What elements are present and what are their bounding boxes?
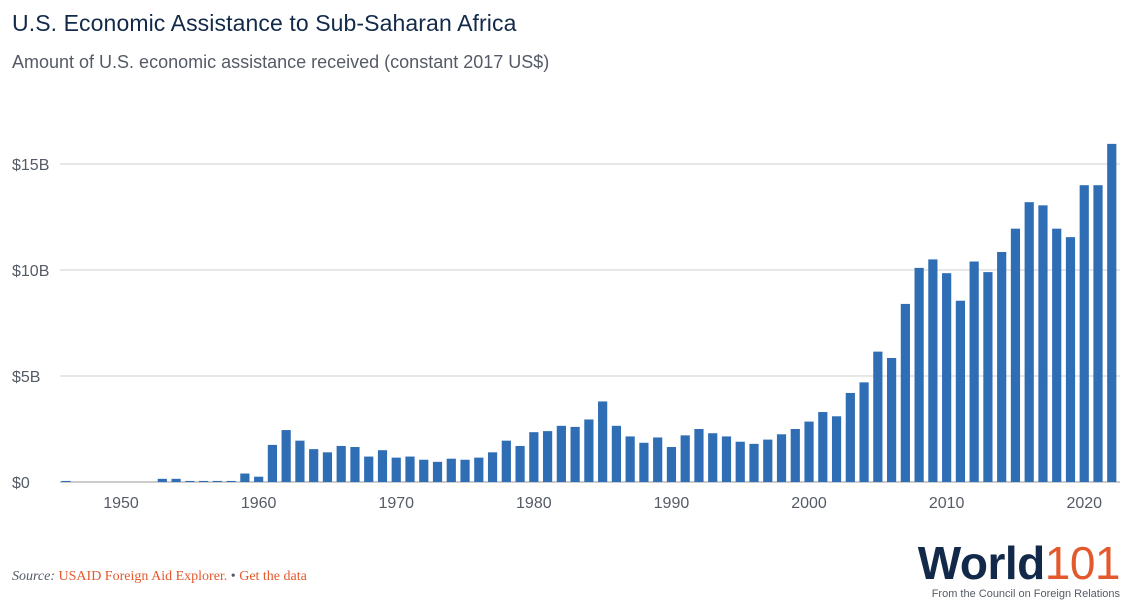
x-tick-label: 2020 [1066, 495, 1102, 512]
world101-logo: World101 From the Council on Foreign Rel… [917, 537, 1121, 600]
logo-number: 101 [1044, 537, 1121, 589]
y-tick-label: $10B [12, 263, 49, 280]
bar-series [61, 143, 1117, 483]
x-tick-label: 1960 [241, 495, 277, 512]
bar-2011 [955, 300, 965, 482]
bar-1961 [267, 444, 277, 482]
bar-1981 [543, 431, 553, 482]
bar-1964 [309, 449, 319, 482]
source-footer: Source: USAID Foreign Aid Explorer. • Ge… [12, 569, 307, 585]
bar-1963 [295, 440, 305, 482]
bar-1983 [570, 426, 580, 482]
bar-2001 [818, 412, 828, 482]
bar-1970 [391, 457, 401, 482]
x-tick-label: 1990 [654, 495, 690, 512]
bar-2020 [1079, 185, 1089, 482]
bar-2009 [928, 259, 938, 482]
bar-1999 [790, 429, 800, 482]
bar-1982 [556, 425, 566, 482]
bar-2019 [1065, 237, 1076, 482]
bar-1967 [350, 447, 360, 482]
bar-2005 [873, 351, 883, 482]
bar-2022 [1107, 143, 1117, 483]
bar-1960 [254, 476, 264, 482]
bar-1976 [474, 457, 484, 482]
bar-1992 [694, 429, 704, 482]
bar-1990 [666, 447, 677, 482]
y-axis-labels: $0 $5B $10B $15B [12, 157, 49, 492]
bar-1985 [598, 401, 608, 482]
get-data-link[interactable]: Get the data [239, 569, 307, 584]
chart-subtitle: Amount of U.S. economic assistance recei… [12, 52, 550, 72]
bar-1966 [336, 445, 346, 482]
x-axis-labels: 1950 1960 1970 1980 1990 2000 2010 2020 [103, 495, 1102, 512]
bar-1972 [419, 459, 429, 482]
logo-tagline: From the Council on Foreign Relations [931, 588, 1120, 600]
bar-2013 [983, 272, 993, 482]
bar-1957 [212, 480, 222, 482]
bar-2018 [1052, 228, 1062, 482]
bar-1956 [199, 480, 209, 482]
bar-2008 [914, 267, 924, 482]
y-tick-label: $5B [12, 369, 40, 386]
bar-1946 [61, 480, 71, 482]
bar-chart: $0 $5B $10B $15B 1950 1960 1970 1980 1990 2000 20… [12, 143, 1120, 512]
bar-1995 [735, 441, 745, 482]
bar-2017 [1038, 205, 1048, 482]
bar-1979 [515, 445, 525, 482]
chart-title: U.S. Economic Assistance to Sub-Saharan … [12, 10, 517, 36]
bar-1980 [529, 432, 539, 482]
bar-2006 [887, 357, 897, 482]
bar-1997 [763, 439, 773, 482]
bar-2016 [1024, 202, 1034, 482]
x-tick-label: 2000 [791, 495, 827, 512]
bar-2014 [997, 251, 1007, 482]
bar-2015 [1010, 228, 1021, 482]
bar-1998 [776, 434, 787, 482]
bar-2003 [845, 392, 855, 482]
bar-1968 [364, 456, 374, 482]
bar-1971 [405, 456, 415, 482]
bar-1974 [446, 458, 456, 482]
bar-1975 [460, 459, 470, 482]
source-link[interactable]: USAID Foreign Aid Explorer. [58, 569, 228, 584]
bar-1991 [680, 435, 690, 482]
y-tick-label: $15B [12, 157, 49, 174]
bar-1988 [639, 442, 649, 482]
bar-1954 [171, 478, 181, 482]
bar-1959 [240, 473, 250, 482]
x-tick-label: 2010 [929, 495, 965, 512]
bar-1989 [653, 437, 663, 482]
bar-1965 [322, 452, 333, 482]
footer-separator: • [230, 569, 236, 584]
bar-2021 [1093, 185, 1103, 482]
bar-1955 [185, 480, 195, 482]
y-tick-label: $0 [12, 475, 30, 492]
bar-1978 [501, 440, 511, 482]
bar-2002 [831, 416, 842, 482]
bar-2000 [804, 421, 814, 482]
x-tick-label: 1950 [103, 495, 139, 512]
source-label: Source: [12, 569, 56, 584]
bar-1993 [708, 433, 718, 482]
bar-2010 [942, 273, 952, 482]
bar-1984 [584, 419, 594, 482]
x-tick-label: 1980 [516, 495, 552, 512]
bar-1994 [721, 436, 732, 482]
bar-1977 [487, 452, 498, 482]
bar-1996 [749, 443, 759, 482]
bar-1973 [432, 461, 443, 482]
logo-word: World [917, 537, 1045, 589]
bar-1953 [157, 478, 167, 482]
bar-2004 [859, 382, 869, 482]
x-tick-label: 1970 [378, 495, 414, 512]
bar-2007 [900, 303, 910, 482]
bar-1969 [377, 450, 388, 482]
bar-2012 [969, 261, 979, 482]
bar-1958 [226, 480, 236, 482]
bar-1986 [611, 425, 621, 482]
bar-1962 [281, 430, 291, 482]
bar-1987 [625, 436, 635, 482]
